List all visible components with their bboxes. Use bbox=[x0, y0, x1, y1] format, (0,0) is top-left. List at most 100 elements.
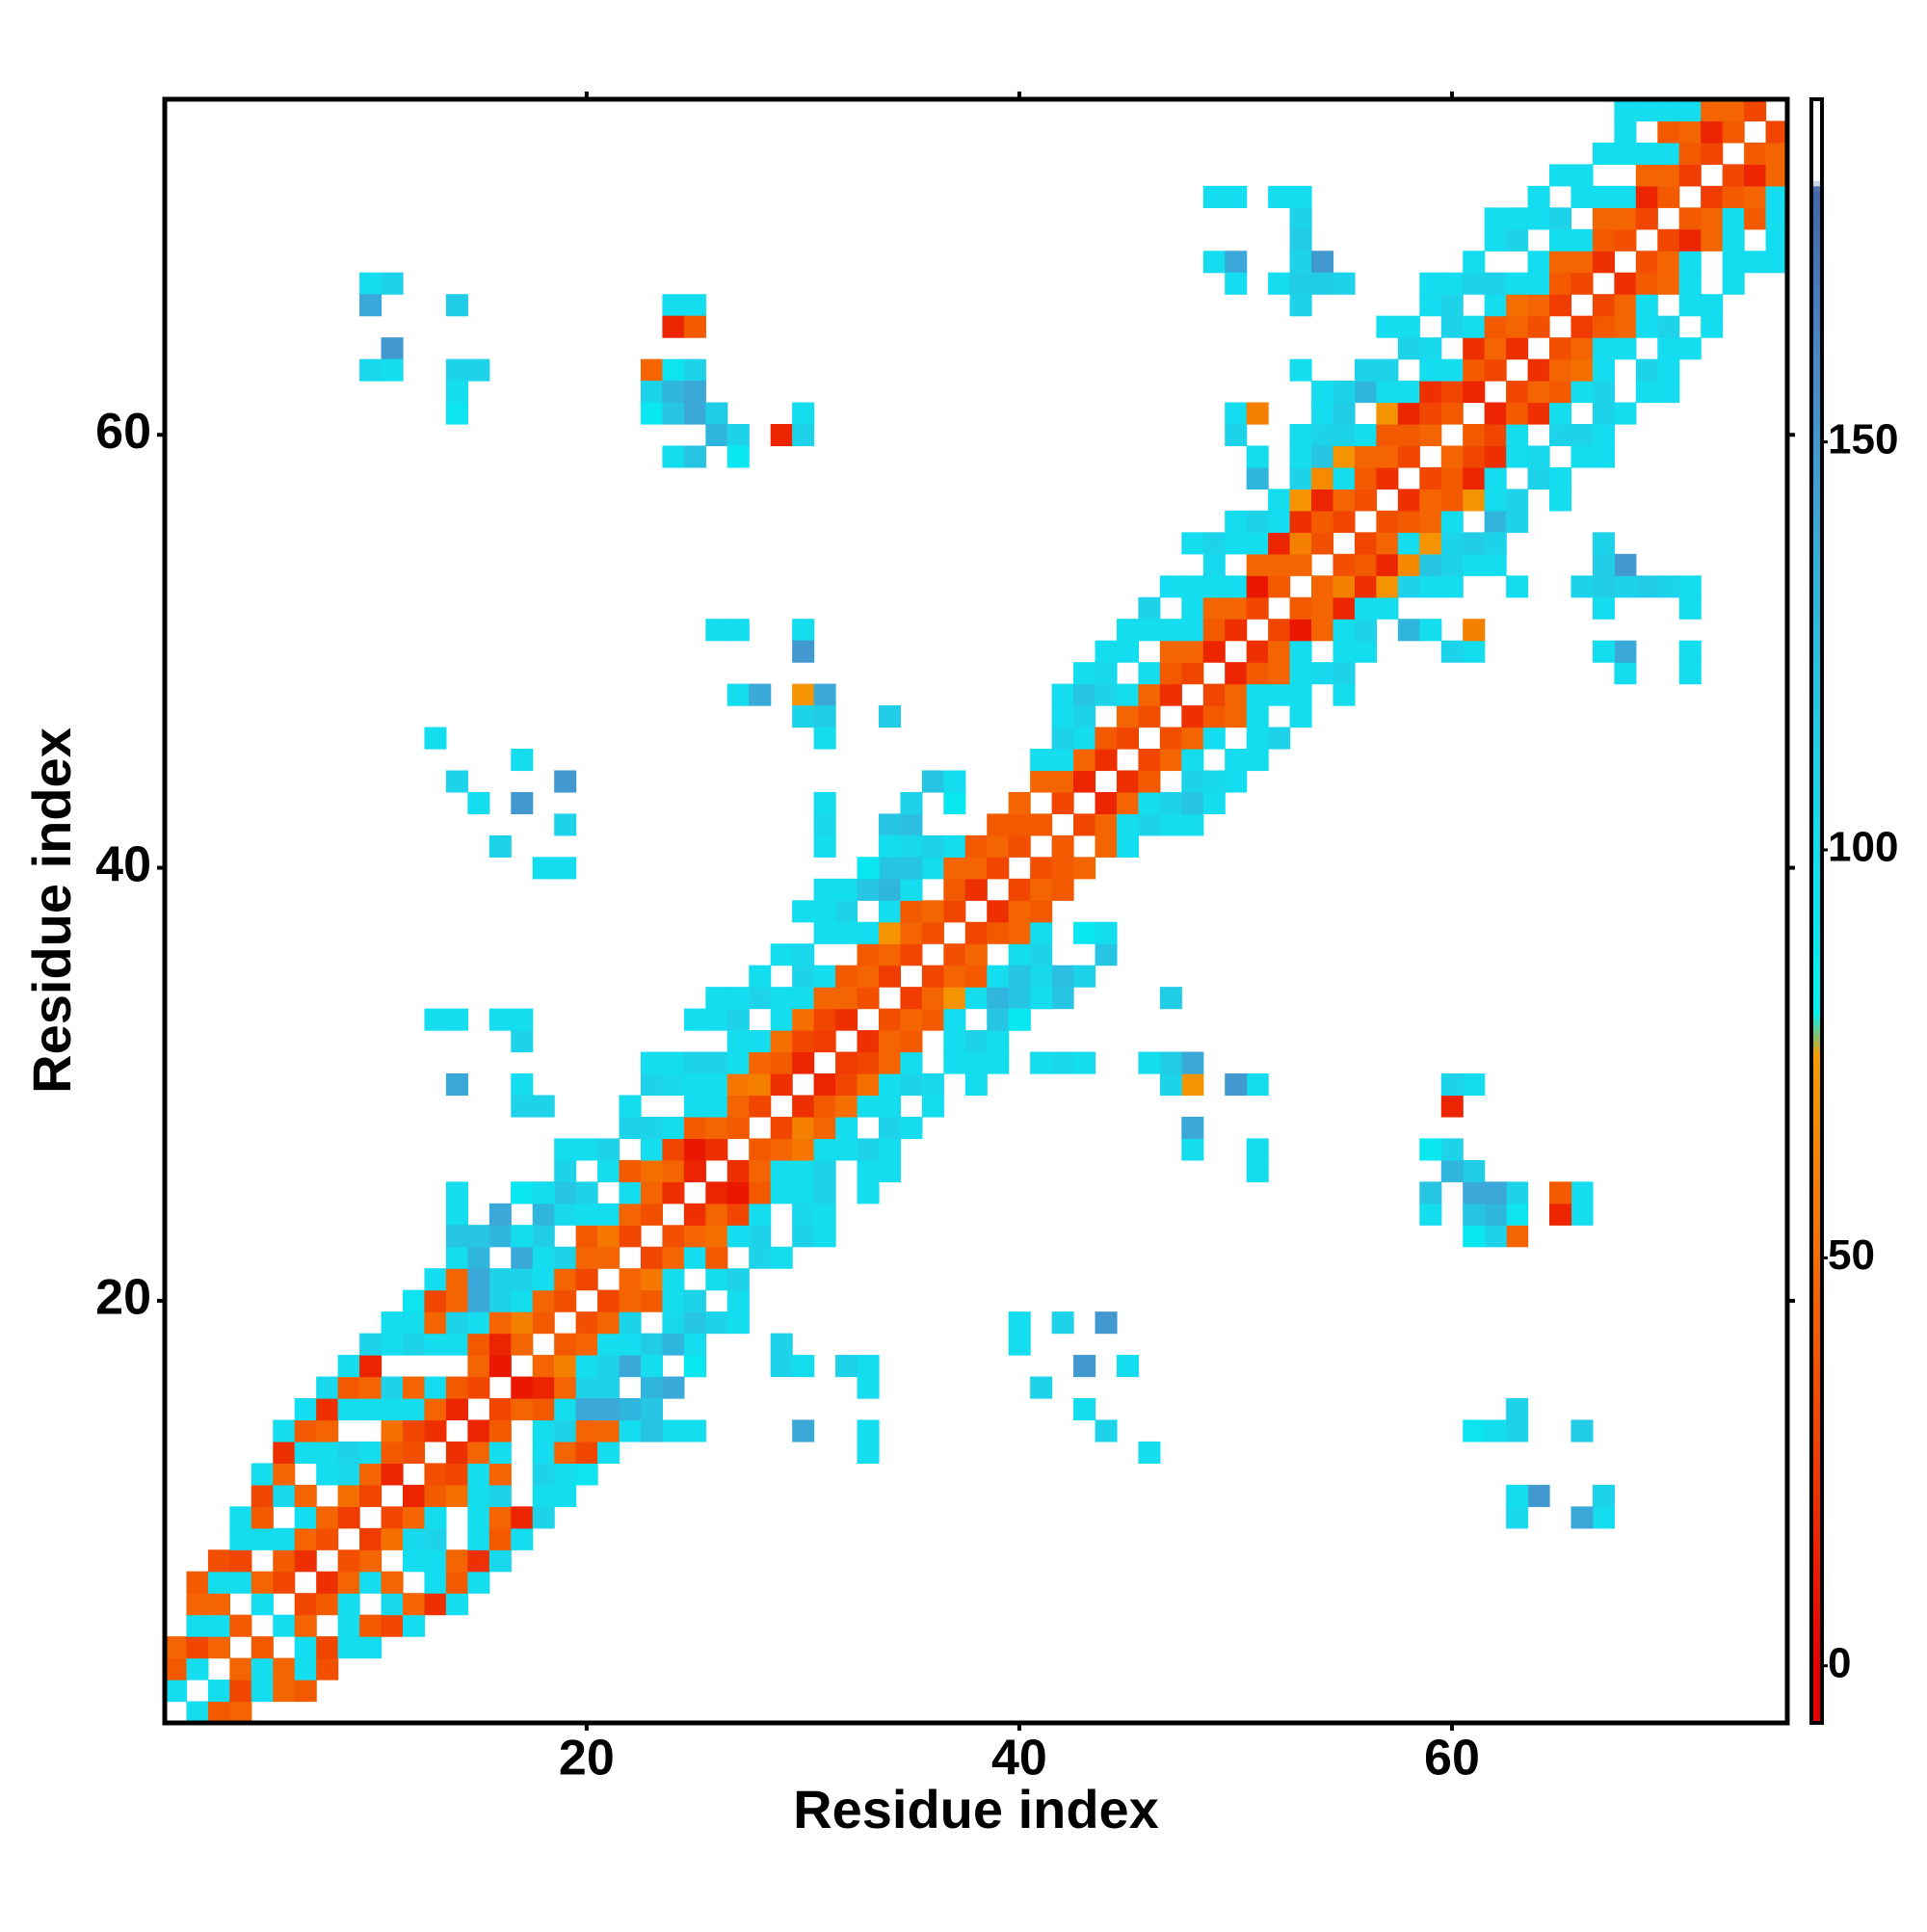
heatmap-cell bbox=[726, 1225, 750, 1248]
heatmap-cell bbox=[1701, 99, 1724, 122]
colorbar-segment bbox=[1811, 1506, 1822, 1513]
heatmap-cell bbox=[705, 1116, 728, 1139]
heatmap-cell bbox=[792, 943, 815, 966]
heatmap-cell bbox=[770, 1246, 793, 1269]
colorbar-segment bbox=[1811, 228, 1822, 235]
heatmap-cell bbox=[445, 770, 468, 793]
heatmap-cell bbox=[1484, 1181, 1507, 1204]
colorbar-segment bbox=[1811, 1419, 1822, 1426]
heatmap-cell bbox=[575, 1268, 598, 1291]
heatmap-cell bbox=[445, 294, 468, 317]
heatmap-cell bbox=[792, 1095, 815, 1118]
heatmap-cell bbox=[1051, 878, 1074, 901]
heatmap-cell bbox=[1095, 791, 1118, 814]
heatmap-cell bbox=[402, 1398, 426, 1421]
heatmap-cell bbox=[683, 402, 706, 425]
heatmap-cell bbox=[1354, 424, 1377, 447]
heatmap-cell bbox=[1765, 185, 1788, 208]
heatmap-cell bbox=[1549, 424, 1572, 447]
heatmap-cell bbox=[597, 1246, 620, 1269]
heatmap-cell bbox=[1571, 228, 1594, 251]
colorbar-segment bbox=[1811, 981, 1822, 988]
heatmap-cell bbox=[1701, 142, 1724, 165]
heatmap-cell bbox=[835, 1355, 858, 1378]
heatmap-cell bbox=[1051, 857, 1074, 880]
heatmap-cell bbox=[1419, 466, 1442, 490]
heatmap-cell bbox=[381, 1376, 404, 1399]
heatmap-cell bbox=[445, 1008, 468, 1031]
heatmap-cell bbox=[1592, 228, 1615, 251]
heatmap-cell bbox=[294, 1593, 317, 1616]
heatmap-cell bbox=[554, 1441, 577, 1464]
heatmap-cell bbox=[1463, 489, 1486, 512]
heatmap-cell bbox=[1051, 749, 1074, 772]
heatmap-cell bbox=[532, 1311, 555, 1335]
heatmap-cell bbox=[273, 1657, 296, 1681]
heatmap-cell bbox=[1268, 272, 1291, 295]
heatmap-cell bbox=[857, 943, 880, 966]
heatmap-cell bbox=[1138, 1441, 1161, 1464]
colorbar-segment bbox=[1811, 677, 1822, 685]
heatmap-cell bbox=[1614, 575, 1637, 598]
heatmap-cell bbox=[792, 965, 815, 988]
heatmap-cell bbox=[1744, 164, 1767, 187]
colorbar-segment bbox=[1811, 1668, 1822, 1675]
heatmap-cell bbox=[1440, 445, 1464, 468]
colorbar-segment bbox=[1811, 115, 1822, 121]
colorbar-segment bbox=[1811, 104, 1822, 111]
heatmap-cell bbox=[878, 943, 902, 966]
heatmap-cell bbox=[900, 834, 923, 858]
heatmap-cell bbox=[1289, 445, 1312, 468]
heatmap-cell bbox=[857, 1051, 880, 1074]
heatmap-cell bbox=[359, 1636, 383, 1659]
heatmap-cell bbox=[1592, 207, 1615, 230]
heatmap-cell bbox=[445, 1246, 468, 1269]
colorbar-segment bbox=[1811, 813, 1822, 820]
colorbar-segment bbox=[1811, 526, 1822, 533]
heatmap-cell bbox=[1506, 1203, 1529, 1226]
heatmap-cell bbox=[1246, 445, 1269, 468]
colorbar-segment bbox=[1811, 1533, 1822, 1540]
heatmap-cell bbox=[359, 358, 383, 382]
heatmap-cell bbox=[1657, 337, 1680, 360]
heatmap-cell bbox=[575, 1463, 598, 1486]
colorbar-segment bbox=[1811, 921, 1822, 928]
heatmap-cell bbox=[1614, 315, 1637, 338]
colorbar-segment bbox=[1811, 1262, 1822, 1269]
colorbar-segment bbox=[1811, 1457, 1822, 1464]
heatmap-cell bbox=[640, 1138, 664, 1161]
colorbar-segment bbox=[1811, 1311, 1822, 1318]
heatmap-cell bbox=[554, 1419, 577, 1442]
heatmap-cell bbox=[294, 1614, 317, 1637]
heatmap-cell bbox=[726, 1008, 750, 1031]
heatmap-cell bbox=[402, 1527, 426, 1550]
heatmap-cell bbox=[1506, 424, 1529, 447]
heatmap-cell bbox=[1722, 185, 1745, 208]
heatmap-cell bbox=[726, 1159, 750, 1182]
heatmap-cell bbox=[1202, 770, 1226, 793]
heatmap-cell bbox=[597, 1333, 620, 1356]
heatmap-cell bbox=[749, 683, 772, 706]
colorbar-segment bbox=[1811, 1306, 1822, 1312]
heatmap-cell bbox=[987, 857, 1010, 880]
heatmap-cell bbox=[1225, 272, 1248, 295]
colorbar-segment bbox=[1811, 1002, 1822, 1010]
colorbar-segment bbox=[1811, 1636, 1822, 1643]
colorbar-segment bbox=[1811, 716, 1822, 723]
heatmap-cell bbox=[770, 1333, 793, 1356]
heatmap-cell bbox=[1678, 640, 1702, 663]
heatmap-cell bbox=[835, 1138, 858, 1161]
colorbar-segment bbox=[1811, 478, 1822, 485]
heatmap-cell bbox=[381, 1398, 404, 1421]
heatmap-cell bbox=[1419, 532, 1442, 555]
colorbar-segment bbox=[1811, 548, 1822, 555]
heatmap-cell bbox=[1440, 640, 1464, 663]
heatmap-cell bbox=[1289, 683, 1312, 706]
heatmap-cell bbox=[1095, 834, 1118, 858]
heatmap-cell bbox=[207, 1593, 230, 1616]
heatmap-cell bbox=[619, 1181, 642, 1204]
heatmap-cell bbox=[1463, 358, 1486, 382]
heatmap-cell bbox=[943, 987, 966, 1010]
heatmap-cell bbox=[1527, 251, 1550, 274]
heatmap-cell bbox=[1463, 532, 1486, 555]
